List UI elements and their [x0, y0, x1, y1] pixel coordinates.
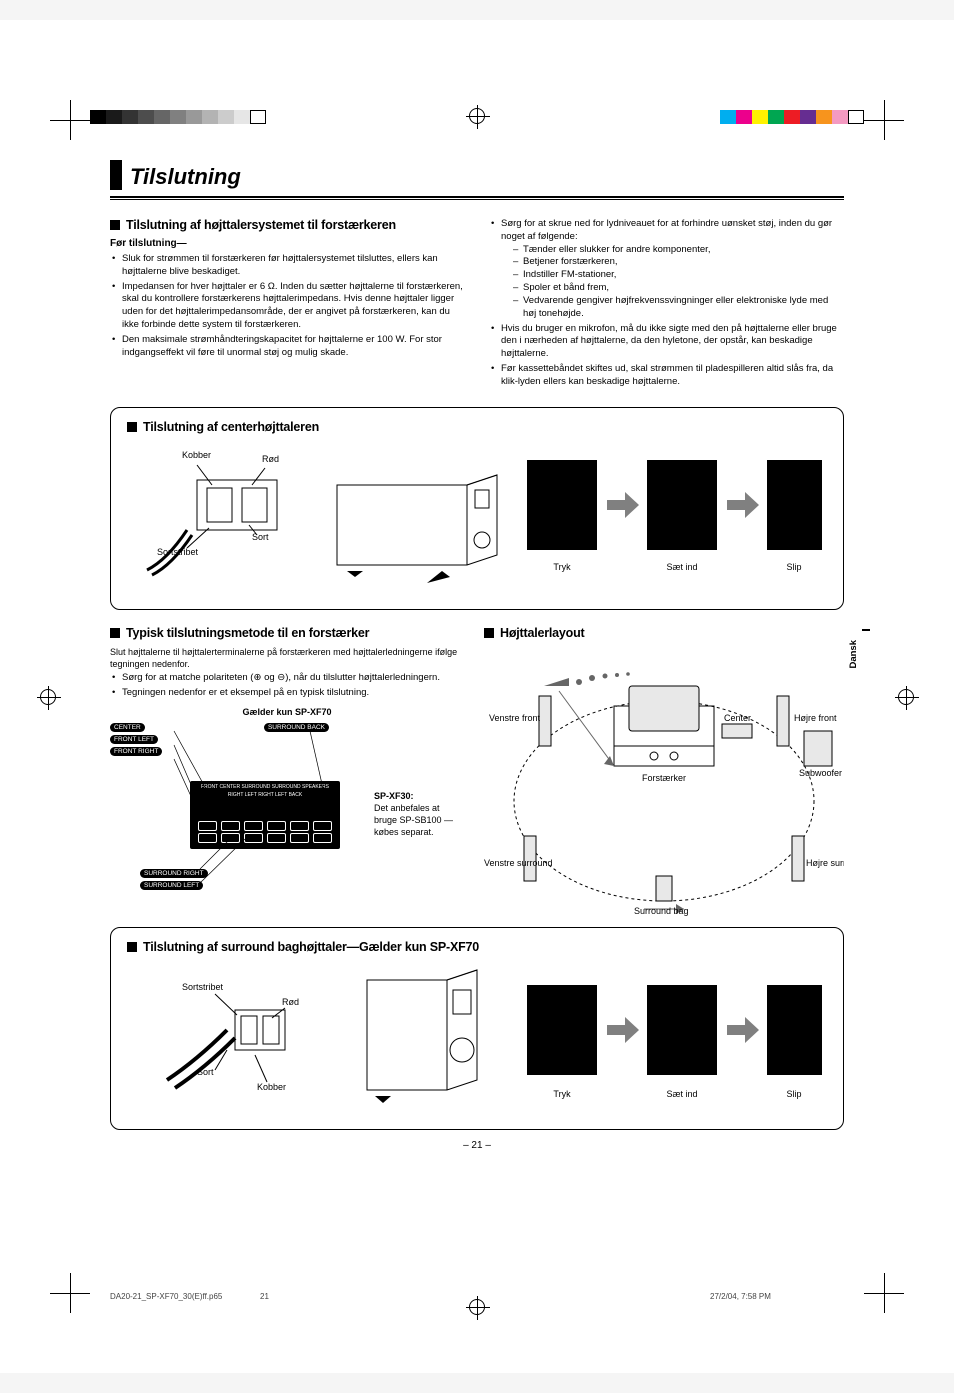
page-number: – 21 –	[110, 1140, 844, 1151]
list-item: Sørg for at matche polariteten (⊕ og ⊖),…	[110, 672, 464, 685]
amp-label: SURROUND LEFT	[140, 881, 203, 890]
surround-back-panel: Tilslutning af surround baghøjttaler—Gæl…	[110, 927, 844, 1130]
list-item: Impedansen for hver højttaler er 6 Ω. In…	[110, 281, 465, 332]
colorbar-cmyk	[720, 110, 864, 124]
crop-mark-tr	[864, 100, 904, 140]
amp-label: SURROUND RIGHT	[140, 869, 208, 878]
list-item: Spoler et bånd frem,	[513, 282, 844, 295]
arrow-icon	[727, 1017, 759, 1043]
section-bullet-icon	[127, 422, 137, 432]
registration-target-right	[898, 689, 914, 705]
step-saet: Sæt ind	[666, 1089, 697, 1099]
label-hojre-front: Højre front	[794, 713, 837, 723]
arrow-icon	[607, 1017, 639, 1043]
section-heading-center: Tilslutning af centerhøjttaleren	[143, 420, 319, 434]
label-rod: Rød	[262, 454, 279, 464]
step-tryk: Tryk	[553, 1089, 571, 1099]
method-layout-row: Typisk tilslutningsmetode til en forstær…	[110, 626, 844, 919]
layout-column: Højttalerlayout	[484, 626, 844, 919]
list-item: Hvis du bruger en mikrofon, må du ikke s…	[489, 323, 844, 361]
amp-label-group-bottom: SURROUND RIGHT SURROUND LEFT	[140, 867, 208, 891]
label-sortstribet: Sortstribet	[182, 982, 224, 992]
section-bullet-icon	[484, 628, 494, 638]
right-dash-list: Tænder eller slukker for andre komponent…	[501, 244, 844, 321]
list-item: Tegningen nedenfor er et eksempel på en …	[110, 687, 464, 700]
left-bullet-list: Sluk for strømmen til forstærkeren før h…	[110, 253, 465, 360]
intro-right-col: Sørg for at skrue ned for lydniveauet fo…	[489, 218, 844, 391]
arrow-icon	[727, 492, 759, 518]
center-speaker-panel: Tilslutning af centerhøjttaleren Kobber …	[110, 407, 844, 610]
spxf30-note: SP-XF30: Det anbefales at bruge SP-SB100…	[374, 791, 464, 838]
intro-columns: Tilslutning af højttalersystemet til for…	[110, 218, 844, 391]
section-heading-connect: Tilslutning af højttalersystemet til for…	[126, 218, 396, 232]
amplifier-diagram: CENTERFRONT LEFTFRONT RIGHT SURROUND BAC…	[110, 721, 464, 901]
registration-target-left	[40, 689, 56, 705]
list-item: Tænder eller slukker for andre komponent…	[513, 244, 844, 257]
subheading-before: Før tilslutning—	[110, 238, 465, 249]
section-heading-layout: Højttalerlayout	[500, 626, 585, 640]
method-intro: Slut højttalerne til højttalerterminaler…	[110, 646, 464, 670]
step-tryk: Tryk	[553, 562, 571, 572]
section-heading-method: Typisk tilslutningsmetode til en forstær…	[126, 626, 369, 640]
right-bullet-list-2: Hvis du bruger en mikrofon, må du ikke s…	[489, 323, 844, 389]
manual-page: Dansk Tilslutning Tilslutning af højttal…	[0, 20, 954, 1373]
arrow-icon	[607, 492, 639, 518]
crop-mark-bl	[50, 1273, 90, 1313]
colorbar-grayscale	[90, 110, 266, 124]
language-tab: Dansk	[848, 640, 859, 669]
list-item: Den maksimale strømhåndteringskapacitet …	[110, 334, 465, 360]
right-intro-text: Sørg for at skrue ned for lydniveauet fo…	[501, 218, 832, 242]
intro-left-col: Tilslutning af højttalersystemet til for…	[110, 218, 465, 391]
footer-pagenum: 21	[260, 1292, 510, 1301]
section-bullet-icon	[110, 220, 120, 230]
content-area: Tilslutning Tilslutning af højttalersyst…	[110, 160, 844, 1263]
crop-mark-br	[864, 1273, 904, 1313]
label-kobber: Kobber	[182, 450, 211, 460]
model-note: Gælder kun SP-XF70	[110, 707, 464, 717]
label-rod: Rød	[282, 997, 299, 1007]
spxf30-note-title: SP-XF30:	[374, 791, 464, 803]
method-column: Typisk tilslutningsmetode til en forstær…	[110, 626, 464, 919]
title-bar-icon	[110, 160, 122, 190]
page-title: Tilslutning	[130, 164, 241, 190]
right-bullet-list: Sørg for at skrue ned for lydniveauet fo…	[489, 218, 844, 321]
registration-target-bottom	[469, 1299, 485, 1315]
section-bullet-icon	[127, 942, 137, 952]
label-venstre-front: Venstre front	[489, 713, 541, 723]
right-intro-item: Sørg for at skrue ned for lydniveauet fo…	[489, 218, 844, 321]
step-slip: Slip	[786, 562, 801, 572]
list-item: Vedvarende gengiver højfrekvenssvingning…	[513, 295, 844, 321]
spxf30-note-body: Det anbefales at bruge SP-SB100 —købes s…	[374, 803, 464, 838]
label-venstre-surround: Venstre surround	[484, 858, 553, 868]
list-item: Indstiller FM-stationer,	[513, 269, 844, 282]
step-saet: Sæt ind	[666, 562, 697, 572]
surround-back-diagram: Sortstribet Rød Sort Kobber	[127, 960, 827, 1110]
list-item: Før kassettebåndet skiftes ud, skal strø…	[489, 363, 844, 389]
speaker-layout-diagram: Venstre front Højre front Center Subwoof…	[484, 646, 844, 916]
crop-mark-tl	[50, 100, 90, 140]
method-bullet-list: Sørg for at matche polariteten (⊕ og ⊖),…	[110, 672, 464, 700]
registration-target-top	[469, 108, 485, 124]
language-tab-mark	[862, 629, 870, 631]
footer-datetime: 27/2/04, 7:58 PM	[510, 1292, 844, 1301]
label-forstaerker: Forstærker	[642, 773, 686, 783]
section-bullet-icon	[110, 628, 120, 638]
page-title-block: Tilslutning	[110, 160, 844, 190]
label-subwoofer: Subwoofer	[799, 768, 842, 778]
footer-meta: DA20-21_SP-XF70_30(E)ff.p65 21 27/2/04, …	[110, 1292, 844, 1301]
label-surround-bag: Surround bag	[634, 906, 689, 916]
label-hojre-surround: Højre surround	[806, 858, 844, 868]
label-sort: Sort	[252, 532, 269, 542]
list-item: Betjener forstærkeren,	[513, 256, 844, 269]
footer-filename: DA20-21_SP-XF70_30(E)ff.p65	[110, 1292, 260, 1301]
label-kobber: Kobber	[257, 1082, 286, 1092]
step-slip: Slip	[786, 1089, 801, 1099]
label-center: Center	[724, 713, 751, 723]
section-heading-surround: Tilslutning af surround baghøjttaler—Gæl…	[143, 940, 479, 954]
list-item: Sluk for strømmen til forstærkeren før h…	[110, 253, 465, 279]
center-speaker-diagram: Kobber Rød Sort Sortstribet	[127, 440, 827, 590]
